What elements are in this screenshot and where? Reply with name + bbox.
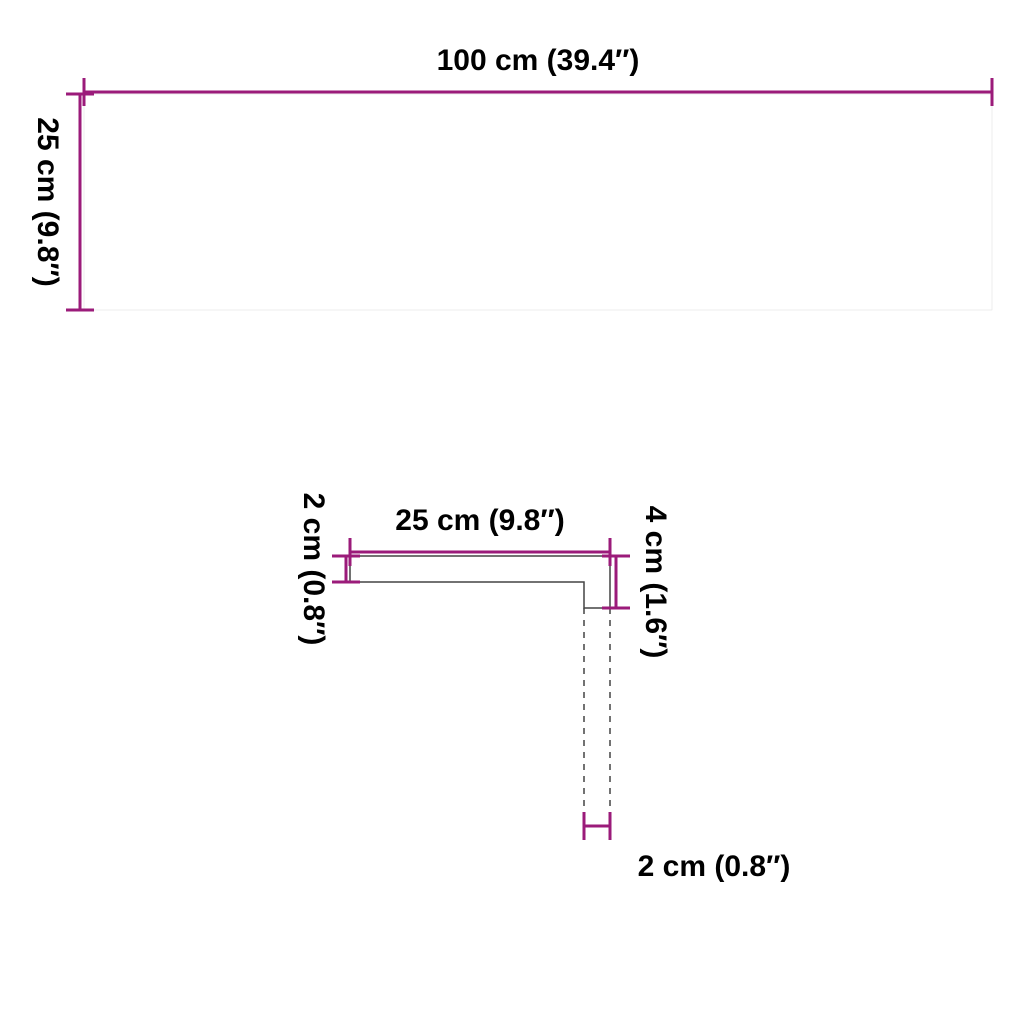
label-2cm-left: 2 cm (0.8″)	[297, 493, 330, 646]
label-25cm-h: 25 cm (9.8″)	[395, 504, 564, 537]
profile-shape	[350, 556, 610, 608]
top-view-rect	[84, 94, 992, 310]
label-100cm: 100 cm (39.4″)	[437, 44, 640, 77]
label-4cm: 4 cm (1.6″)	[639, 506, 672, 659]
label-25cm-v: 25 cm (9.8″)	[31, 117, 64, 286]
label-2cm-bottom: 2 cm (0.8″)	[638, 850, 791, 883]
